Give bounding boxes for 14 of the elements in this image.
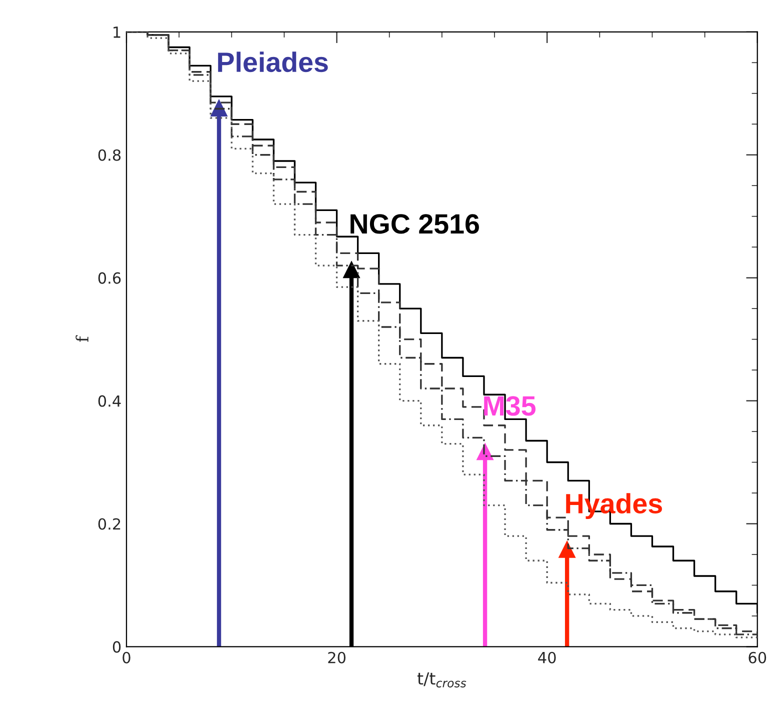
x-tick-label: 40 [538,652,556,664]
x-tick-label: 0 [122,652,130,664]
y-tick-label: 1 [114,26,120,38]
series-label: Pleiades [218,52,328,72]
y-tick-label: 0.8 [98,149,121,161]
y-axis-title: f [76,335,88,342]
y-tick-label: 0.4 [98,395,121,407]
x-axis-title: t/t$_{cross}$ [417,672,466,688]
y-tick-label: 0.6 [98,272,121,284]
x-tick-label: 20 [328,652,346,664]
y-tick-label: 0 [112,641,121,653]
y-tick-label: 0.2 [98,518,120,530]
x-tick-label: 60 [748,652,766,664]
series-label: NGC 2516 [350,214,479,234]
